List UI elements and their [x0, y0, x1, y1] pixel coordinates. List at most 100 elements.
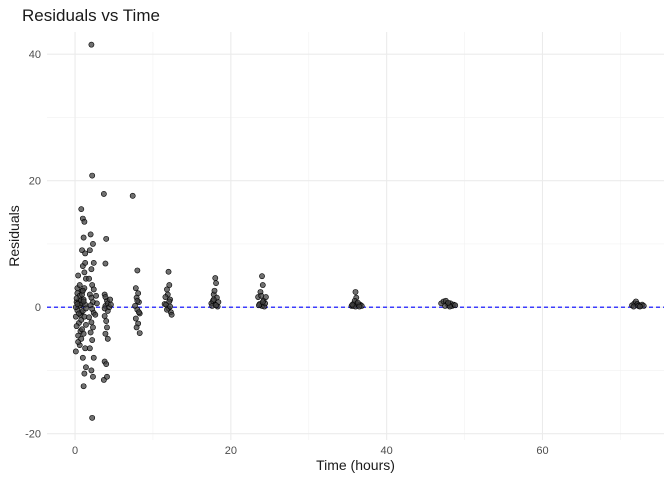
data-point	[87, 329, 94, 336]
data-point	[136, 309, 142, 316]
data-point	[107, 301, 114, 308]
data-point	[90, 241, 96, 247]
data-point	[86, 247, 93, 254]
x-axis-label: Time (hours)	[316, 457, 395, 473]
data-point	[168, 311, 175, 318]
data-point	[78, 206, 85, 213]
data-point	[255, 302, 262, 309]
x-tick-label: 60	[536, 445, 548, 457]
data-point	[90, 373, 96, 380]
data-point	[90, 324, 96, 331]
data-point	[104, 373, 110, 380]
data-point	[86, 275, 92, 282]
data-point	[90, 286, 97, 293]
data-point	[80, 234, 87, 241]
data-point	[258, 292, 265, 299]
data-point	[88, 367, 95, 374]
data-point	[107, 296, 114, 303]
data-point	[93, 292, 99, 299]
data-point	[162, 294, 169, 300]
data-point	[82, 259, 89, 266]
data-point	[81, 313, 88, 320]
data-point	[102, 294, 109, 300]
data-point	[88, 41, 95, 48]
data-point	[104, 324, 110, 331]
x-axis-ticks: 0 20 40 60	[72, 445, 549, 457]
data-point	[352, 289, 359, 295]
data-point	[212, 275, 219, 281]
data-point	[259, 299, 266, 306]
data-point	[80, 383, 87, 390]
y-tick-label: 40	[29, 49, 41, 61]
data-point	[73, 323, 80, 330]
data-point	[103, 235, 110, 242]
data-point	[213, 280, 219, 287]
data-point	[102, 260, 109, 267]
data-point	[92, 311, 99, 318]
data-point	[83, 321, 89, 328]
data-point	[452, 302, 459, 309]
y-axis-label: Residuals	[6, 205, 22, 266]
data-point	[166, 298, 173, 305]
data-point	[80, 330, 87, 337]
data-point	[132, 285, 139, 292]
data-point	[165, 268, 172, 275]
data-points	[72, 41, 647, 421]
x-tick-label: 40	[381, 445, 393, 457]
data-point	[211, 287, 218, 294]
data-point	[75, 272, 82, 279]
chart-title: Residuals vs Time	[22, 6, 160, 25]
data-point	[81, 370, 88, 377]
data-point	[263, 294, 269, 300]
data-point	[72, 348, 79, 355]
data-point	[90, 354, 97, 361]
y-tick-label: 0	[35, 302, 41, 314]
data-point	[78, 335, 85, 342]
x-tick-label: 20	[225, 445, 237, 457]
data-point	[636, 303, 643, 310]
data-point	[101, 313, 108, 319]
data-point	[104, 335, 111, 342]
data-point	[82, 250, 89, 257]
data-point	[213, 302, 219, 309]
data-point	[210, 296, 217, 303]
x-tick-label: 0	[72, 445, 78, 457]
data-point	[103, 361, 110, 367]
data-point	[134, 267, 141, 274]
data-point	[167, 303, 173, 310]
data-point	[81, 269, 88, 276]
data-point	[129, 192, 136, 199]
data-point	[89, 337, 96, 343]
y-tick-label: -20	[25, 429, 41, 441]
data-point	[132, 315, 139, 322]
data-point	[349, 301, 356, 308]
data-point	[93, 300, 100, 307]
data-point	[83, 305, 89, 312]
data-point	[79, 287, 86, 294]
data-point	[83, 364, 89, 371]
data-point	[134, 297, 141, 304]
data-point	[136, 330, 143, 336]
data-point	[89, 414, 96, 421]
data-point	[74, 301, 81, 307]
data-point	[86, 314, 92, 321]
data-point	[76, 282, 83, 288]
data-point	[79, 354, 86, 361]
data-point	[89, 172, 96, 179]
grid-lines	[47, 32, 664, 440]
y-tick-label: 20	[29, 176, 41, 188]
data-point	[101, 305, 108, 312]
data-point	[102, 330, 109, 337]
data-point	[445, 299, 452, 306]
data-point	[80, 298, 87, 305]
data-point	[103, 318, 110, 324]
data-point	[100, 191, 107, 197]
data-point	[259, 282, 266, 288]
data-point	[88, 319, 95, 326]
y-axis-ticks: -20 0 20 40	[25, 49, 41, 441]
data-point	[86, 345, 93, 352]
data-point	[166, 282, 173, 288]
data-point	[356, 303, 363, 310]
